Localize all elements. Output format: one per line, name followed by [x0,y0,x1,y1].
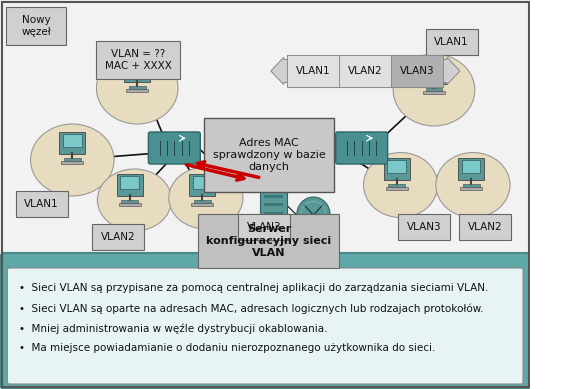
FancyBboxPatch shape [459,214,511,240]
Text: VLAN1: VLAN1 [25,199,59,209]
Bar [126,89,148,92]
Bar [64,158,81,161]
Bar [264,186,283,189]
Bar [426,88,442,91]
Text: VLAN2: VLAN2 [348,66,383,76]
Bar [193,176,212,189]
Text: Serwer
konfiguracyjny sieci
VLAN: Serwer konfiguracyjny sieci VLAN [206,224,332,258]
Bar [462,160,480,173]
Bar [128,62,146,75]
FancyBboxPatch shape [421,62,447,84]
Text: •  Sieci VLAN są przypisane za pomocą centralnej aplikacji do zarządzania siecia: • Sieci VLAN są przypisane za pomocą cen… [18,283,488,293]
Circle shape [267,183,270,186]
Ellipse shape [97,52,178,124]
Ellipse shape [436,152,510,217]
FancyArrow shape [443,58,460,84]
Text: •  Sieci VLAN są oparte na adresach MAC, adresach logicznych lub rodzajach proto: • Sieci VLAN są oparte na adresach MAC, … [18,303,483,314]
Bar [264,203,283,207]
Bar [63,134,82,147]
FancyBboxPatch shape [1,253,530,389]
Text: Adres MAC
sprawdzony w bazie
danych: Adres MAC sprawdzony w bazie danych [213,138,325,172]
Bar [194,200,210,203]
FancyBboxPatch shape [239,214,290,240]
Text: VLAN3: VLAN3 [407,222,441,232]
Ellipse shape [97,169,172,231]
Text: •  Ma miejsce powiadamianie o dodaniu nierozpoznanego użytkownika do sieci.: • Ma miejsce powiadamianie o dodaniu nie… [18,343,435,353]
Ellipse shape [30,124,114,196]
Bar [121,200,138,203]
Bar [264,212,283,216]
Text: VLAN3: VLAN3 [247,222,281,232]
Bar [0,0,530,255]
Text: •  Mniej administrowania w węźle dystrybucji okablowania.: • Mniej administrowania w węźle dystrybu… [18,323,327,333]
Ellipse shape [169,167,243,229]
FancyBboxPatch shape [426,29,478,55]
FancyBboxPatch shape [59,132,85,154]
Circle shape [297,197,330,233]
Bar [387,160,406,173]
Bar [264,194,283,198]
FancyBboxPatch shape [148,132,200,164]
FancyBboxPatch shape [260,178,288,232]
Text: VLAN1: VLAN1 [434,37,469,47]
Circle shape [272,183,275,186]
Bar [423,91,445,94]
Bar [288,55,339,87]
Text: Nowy
węzeł: Nowy węzeł [21,15,51,37]
Bar [191,203,213,206]
FancyBboxPatch shape [7,268,523,384]
FancyBboxPatch shape [384,158,410,180]
FancyBboxPatch shape [398,214,450,240]
Bar [388,184,406,187]
FancyBboxPatch shape [16,191,67,217]
Bar [339,55,391,87]
Bar [424,64,443,77]
Ellipse shape [393,54,475,126]
FancyBboxPatch shape [204,118,334,192]
Text: VLAN2: VLAN2 [101,232,135,242]
Bar [264,221,283,224]
Bar [121,176,139,189]
FancyBboxPatch shape [117,174,143,196]
Text: VLAN3: VLAN3 [400,66,435,76]
Bar [288,55,443,87]
FancyBboxPatch shape [92,224,144,250]
FancyBboxPatch shape [124,60,150,82]
FancyBboxPatch shape [198,214,339,268]
FancyBboxPatch shape [97,41,180,79]
Bar [129,86,146,89]
Bar [463,184,479,187]
Text: VLAN = ??
MAC + XXXX: VLAN = ?? MAC + XXXX [105,49,172,71]
Bar [386,187,408,190]
FancyArrow shape [271,58,288,84]
Bar [119,203,141,206]
Text: VLAN2: VLAN2 [468,222,502,232]
Bar [460,187,482,190]
FancyBboxPatch shape [458,158,484,180]
Circle shape [277,183,280,186]
FancyBboxPatch shape [189,174,215,196]
Bar [391,55,443,87]
FancyBboxPatch shape [6,7,66,45]
Ellipse shape [364,152,438,217]
Text: VLAN1: VLAN1 [296,66,331,76]
Bar [61,161,83,164]
FancyBboxPatch shape [336,132,388,164]
